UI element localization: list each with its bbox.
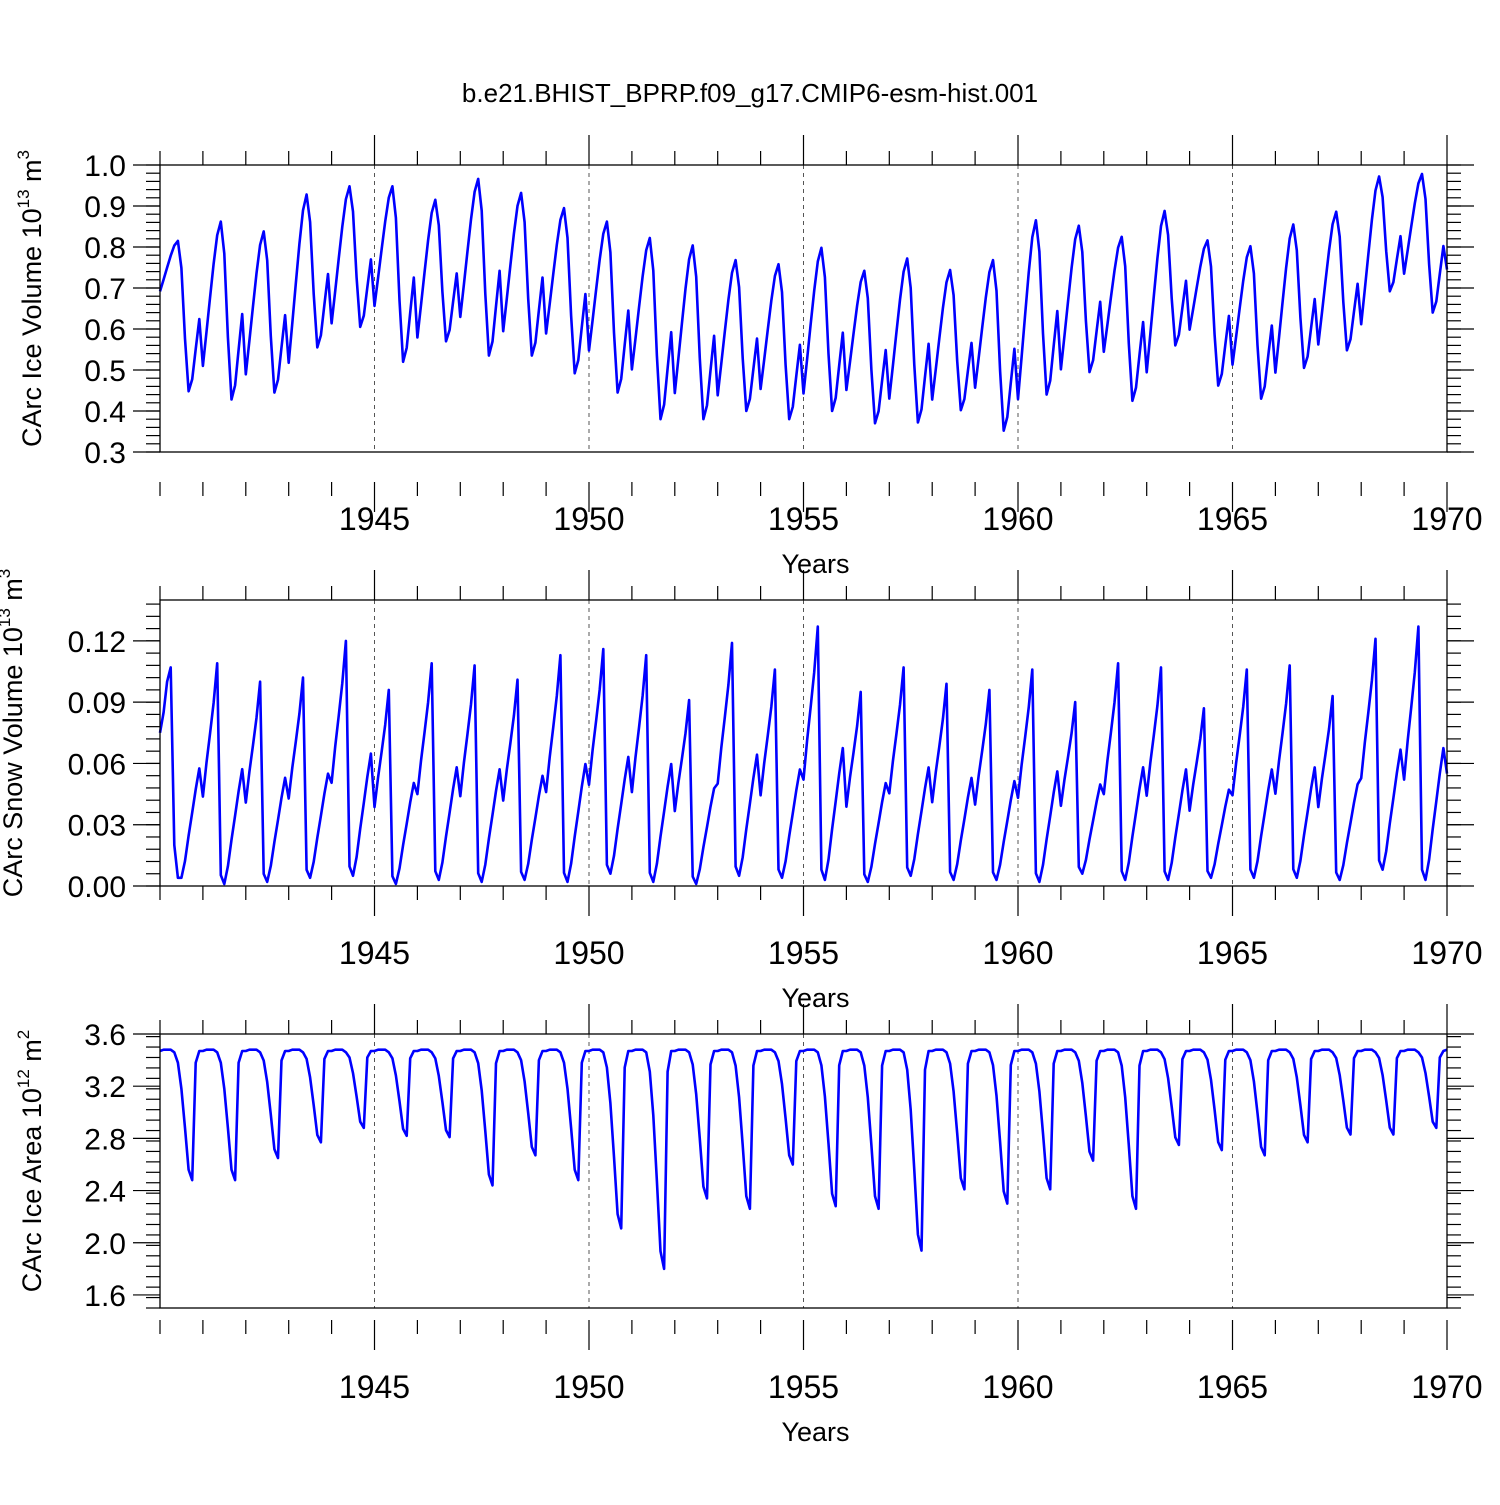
ice-area-ylabel-unit: m bbox=[17, 1039, 47, 1069]
snow-volume-panel: 0.00 0.03 0.06 0.09 0.12 1945 1950 1955 1960 1965… bbox=[0, 569, 1483, 1013]
snow-volume-ylabel-unit-exponent: 3 bbox=[0, 569, 14, 578]
snow-volume-xtick-label: 1965 bbox=[1197, 935, 1268, 971]
ice-area-ylabel-text: CArc Ice Area 10 bbox=[17, 1088, 47, 1292]
snow-volume-ytick-label: 0.12 bbox=[68, 626, 126, 659]
ice-area-ytick-label: 3.2 bbox=[84, 1071, 126, 1104]
ice-area-xtick-label: 1970 bbox=[1411, 1369, 1482, 1405]
snow-volume-ylabel-unit: m bbox=[0, 578, 28, 608]
ice-area-xtick-label: 1965 bbox=[1197, 1369, 1268, 1405]
snow-volume-xtick-label: 1955 bbox=[768, 935, 839, 971]
ice-area-ytick-label: 1.6 bbox=[84, 1280, 126, 1313]
ice-area-xtick-label: 1960 bbox=[982, 1369, 1053, 1405]
snow-volume-xtick-label: 1970 bbox=[1411, 935, 1482, 971]
snow-volume-xlabel: Years bbox=[781, 983, 849, 1013]
snow-volume-ytick-label: 0.03 bbox=[68, 810, 126, 843]
ice-volume-ytick-label: 0.4 bbox=[84, 396, 126, 429]
ice-volume-ylabel: CArc Ice Volume 1013 m3 bbox=[14, 150, 47, 447]
ice-area-series-line bbox=[159, 1048, 1448, 1271]
ice-volume-ytick-label: 0.7 bbox=[84, 273, 126, 306]
ice-area-ylabel-exponent: 12 bbox=[14, 1069, 33, 1088]
ice-area-ylabel: CArc Ice Area 1012 m2 bbox=[14, 1030, 47, 1293]
ice-area-ylabel-unit-exponent: 2 bbox=[14, 1030, 33, 1039]
snow-volume-ytick-label: 0.00 bbox=[68, 871, 126, 904]
snow-volume-xtick-label: 1945 bbox=[339, 935, 410, 971]
ice-area-ytick-label: 2.4 bbox=[84, 1176, 126, 1209]
ice-volume-series-line bbox=[158, 172, 1449, 432]
snow-volume-ylabel: CArc Snow Volume 1013 m3 bbox=[0, 569, 28, 898]
ice-volume-ylabel-unit: m bbox=[17, 159, 47, 189]
ice-volume-ytick-label: 1.0 bbox=[84, 150, 126, 183]
ice-area-ytick-label: 2.8 bbox=[84, 1123, 126, 1156]
ice-volume-xlabel: Years bbox=[781, 549, 849, 579]
ice-volume-xtick-label: 1955 bbox=[768, 501, 839, 537]
snow-volume-series-line bbox=[158, 625, 1449, 886]
ice-volume-ytick-label: 0.3 bbox=[84, 437, 126, 470]
ice-area-xlabel: Years bbox=[781, 1417, 849, 1447]
snow-volume-xtick-label: 1960 bbox=[982, 935, 1053, 971]
ice-volume-xtick-label: 1965 bbox=[1197, 501, 1268, 537]
snow-volume-ylabel-exponent: 13 bbox=[0, 608, 14, 627]
ice-volume-ylabel-unit-exponent: 3 bbox=[14, 150, 33, 159]
ice-volume-ylabel-exponent: 13 bbox=[14, 189, 33, 208]
ice-volume-panel: 0.3 0.4 0.5 0.6 0.7 0.8 0.9 1.0 1945 1950 1955 1960… bbox=[14, 135, 1483, 579]
snow-volume-ylabel-text: CArc Snow Volume 10 bbox=[0, 627, 28, 897]
ice-volume-xtick-label: 1960 bbox=[982, 501, 1053, 537]
figure-title: b.e21.BHIST_BPRP.f09_g17.CMIP6-esm-hist.… bbox=[462, 78, 1038, 108]
ice-volume-ylabel-text: CArc Ice Volume 10 bbox=[17, 208, 47, 447]
ice-volume-ytick-label: 0.8 bbox=[84, 232, 126, 265]
snow-volume-xtick-label: 1950 bbox=[553, 935, 624, 971]
snow-volume-ytick-label: 0.09 bbox=[68, 687, 126, 720]
snow-volume-ytick-label: 0.06 bbox=[68, 748, 126, 781]
ice-area-xtick-label: 1945 bbox=[339, 1369, 410, 1405]
ice-area-ytick-label: 3.6 bbox=[84, 1019, 126, 1052]
ice-volume-xtick-label: 1970 bbox=[1411, 501, 1482, 537]
ice-volume-ytick-label: 0.6 bbox=[84, 314, 126, 347]
ice-volume-ytick-label: 0.5 bbox=[84, 355, 126, 388]
ice-volume-xtick-label: 1945 bbox=[339, 501, 410, 537]
ice-volume-xtick-label: 1950 bbox=[553, 501, 624, 537]
ice-area-panel: 1.6 2.0 2.4 2.8 3.2 3.6 1945 1950 1955 1960 1965 19… bbox=[14, 1004, 1483, 1447]
ice-area-xtick-label: 1955 bbox=[768, 1369, 839, 1405]
ice-volume-ytick-label: 0.9 bbox=[84, 191, 126, 224]
ice-area-ytick-label: 2.0 bbox=[84, 1228, 126, 1261]
ice-area-xtick-label: 1950 bbox=[553, 1369, 624, 1405]
